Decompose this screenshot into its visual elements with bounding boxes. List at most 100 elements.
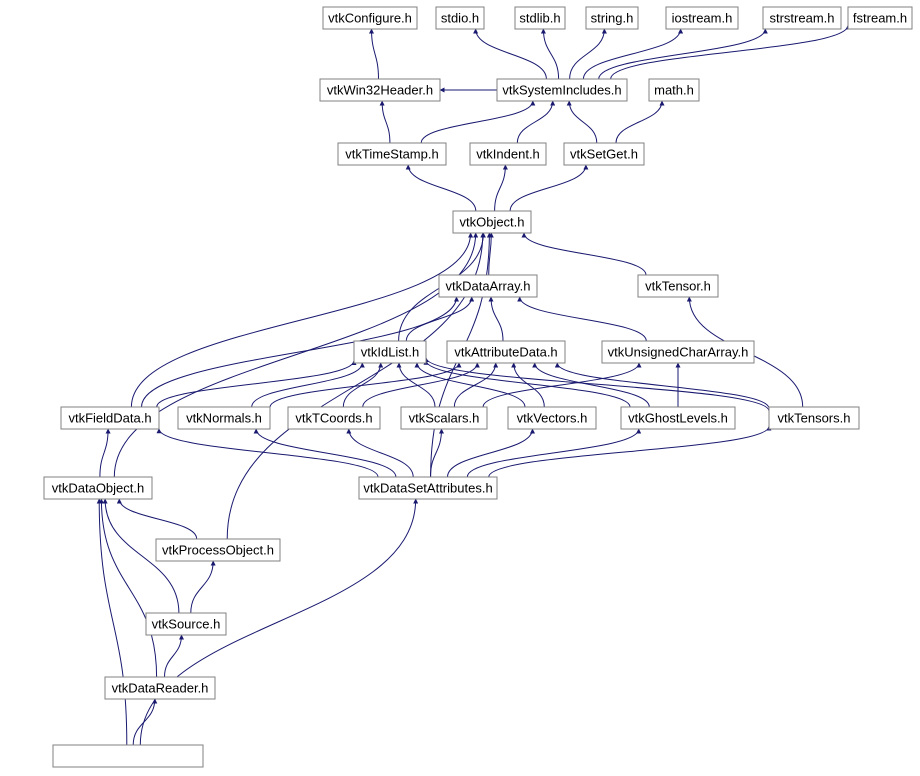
edge xyxy=(399,363,435,407)
edge xyxy=(491,297,503,341)
node-label: vtkSource.h xyxy=(152,616,221,631)
edge xyxy=(495,165,506,211)
edge xyxy=(256,429,396,477)
node-label: fstream.h xyxy=(853,10,907,25)
node-vtkSource: vtkSource.h xyxy=(146,613,226,635)
edge xyxy=(611,25,848,79)
edge xyxy=(382,101,390,143)
node-label: vtkTCoords.h xyxy=(295,410,372,425)
node-stdlib: stdlib.h xyxy=(515,7,565,29)
node-label: vtkAttributeData.h xyxy=(454,344,557,359)
node-label: vtkProcessObject.h xyxy=(162,542,274,557)
edge xyxy=(476,29,547,79)
edge xyxy=(557,363,769,408)
node-label: stdio.h xyxy=(441,10,479,25)
edge xyxy=(159,429,378,477)
edge xyxy=(524,233,646,275)
node-label: vtkGhostLevels.h xyxy=(628,410,728,425)
node-label: stdlib.h xyxy=(519,10,560,25)
edge xyxy=(569,101,597,143)
node-vtkProcessObject: vtkProcessObject.h xyxy=(156,539,280,561)
node-label: vtkSystemIncludes.h xyxy=(502,82,621,97)
node-label: math.h xyxy=(654,82,694,97)
edge xyxy=(372,29,379,79)
node-label: vtkConfigure.h xyxy=(328,10,412,25)
edge xyxy=(543,29,558,79)
edge xyxy=(119,499,196,539)
edge xyxy=(270,363,459,407)
edge xyxy=(448,429,533,477)
edge xyxy=(520,297,647,341)
node-vtkDataObjectReader: vtkDataObjectReader.h xyxy=(53,745,203,767)
node-vtkTensor: vtkTensor.h xyxy=(638,275,718,297)
node-label: vtkDataSetAttributes.h xyxy=(363,480,492,495)
node-label: vtkSetGet.h xyxy=(570,146,638,161)
edge xyxy=(408,165,476,211)
node-label: vtkIdList.h xyxy=(361,344,420,359)
edge xyxy=(535,363,650,407)
edge xyxy=(583,29,680,79)
nodes-layer: vtkConfigure.h stdio.h stdlib.h string.h ios… xyxy=(44,7,912,767)
edge xyxy=(431,429,442,477)
node-label: vtkScalars.h xyxy=(409,410,480,425)
edge xyxy=(426,358,769,411)
node-label: vtkWin32Header.h xyxy=(327,82,433,97)
node-vtkIndent: vtkIndent.h xyxy=(470,143,546,165)
edge xyxy=(421,101,533,143)
edge xyxy=(343,363,380,407)
node-fstream: fstream.h xyxy=(848,7,912,29)
node-vtkDataObject: vtkDataObject.h xyxy=(44,477,152,499)
node-vtkObject: vtkObject.h xyxy=(453,211,531,233)
edge xyxy=(131,233,470,407)
node-label: vtkDataObject.h xyxy=(52,480,145,495)
node-label: vtkNormals.h xyxy=(186,410,262,425)
edge xyxy=(616,101,662,143)
node-label: strstream.h xyxy=(769,10,834,25)
node-label: iostream.h xyxy=(672,10,733,25)
edge xyxy=(191,561,213,613)
edge xyxy=(252,363,363,407)
node-vtkAttributeData: vtkAttributeData.h xyxy=(447,341,565,363)
edge xyxy=(406,297,471,341)
edge xyxy=(454,363,495,407)
node-vtkScalars: vtkScalars.h xyxy=(401,407,487,429)
dependency-graph: vtkConfigure.h stdio.h stdlib.h string.h ios… xyxy=(0,0,920,776)
node-vtkWin32Header: vtkWin32Header.h xyxy=(320,79,440,101)
node-label: vtkTensor.h xyxy=(645,278,711,293)
edges-layer xyxy=(99,25,848,745)
node-label: vtkFieldData.h xyxy=(68,410,151,425)
node-vtkVectors: vtkVectors.h xyxy=(508,407,596,429)
node-label: vtkDataObjectReader.h xyxy=(61,748,195,763)
node-label: vtkUnsignedCharArray.h xyxy=(608,344,749,359)
node-label: vtkIndent.h xyxy=(476,146,540,161)
node-stdio: stdio.h xyxy=(436,7,484,29)
node-vtkNormals: vtkNormals.h xyxy=(178,407,270,429)
node-string: string.h xyxy=(586,7,638,29)
node-vtkSetGet: vtkSetGet.h xyxy=(564,143,644,165)
node-vtkSystemIncludes: vtkSystemIncludes.h xyxy=(497,79,627,101)
node-vtkConfigure: vtkConfigure.h xyxy=(323,7,417,29)
node-label: vtkDataArray.h xyxy=(445,278,530,293)
node-label: vtkVectors.h xyxy=(517,410,588,425)
edge xyxy=(510,165,586,211)
node-label: vtkTensors.h xyxy=(778,410,851,425)
edge xyxy=(101,499,156,677)
node-math: math.h xyxy=(649,79,699,101)
node-vtkUnsignedCharArray: vtkUnsignedCharArray.h xyxy=(602,341,754,363)
edge xyxy=(349,429,413,477)
node-vtkDataArray: vtkDataArray.h xyxy=(439,275,537,297)
node-vtkGhostLevels: vtkGhostLevels.h xyxy=(621,407,735,429)
edge xyxy=(517,101,552,143)
node-vtkDataReader: vtkDataReader.h xyxy=(105,677,215,699)
node-strstream: strstream.h xyxy=(763,7,841,29)
node-vtkFieldData: vtkFieldData.h xyxy=(61,407,159,429)
edge xyxy=(599,29,766,79)
node-label: vtkDataReader.h xyxy=(112,680,209,695)
node-label: vtkTimeStamp.h xyxy=(345,146,438,161)
edge xyxy=(483,363,639,407)
node-vtkTCoords: vtkTCoords.h xyxy=(288,407,380,429)
edge xyxy=(165,635,182,677)
node-label: string.h xyxy=(591,10,634,25)
node-label: vtkObject.h xyxy=(459,214,524,229)
edge xyxy=(100,429,108,477)
